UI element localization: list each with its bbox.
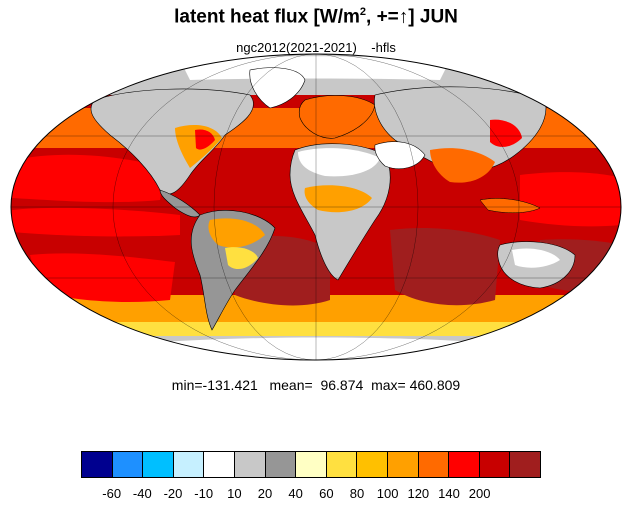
legend-tick-label: 20 [257,486,273,501]
legend-swatch [173,452,205,477]
legend-tick-label: 120 [407,486,430,501]
central-america-land [159,189,201,218]
legend-swatch [479,452,511,477]
legend-tick-label: 200 [468,486,491,501]
north-america-red [195,129,215,150]
legend-tick-label: 40 [288,486,303,501]
color-legend [81,451,541,478]
legend-swatch [387,452,419,477]
legend-swatch [326,452,358,477]
indonesia-land [479,198,541,213]
central-africa-orange [304,185,372,213]
brazil-yellow [225,247,258,270]
legend-tick-label: 80 [349,486,365,501]
arctic-white [180,56,450,80]
legend-tick-label: 140 [438,486,460,501]
legend-tick-label: -20 [163,486,183,501]
tropical-band-red [12,207,180,237]
globe-outline [10,53,622,361]
legend-swatch [510,452,540,477]
max-value: max= 460.809 [371,377,461,393]
legend-tick-label: -60 [102,486,122,501]
legend-swatch [82,452,113,477]
legend-swatch [112,452,144,477]
run-label: ngc2012(2021-2021) [236,40,357,55]
south-pacific-red [30,253,175,303]
middle-east-white [374,141,426,169]
sahara-white [298,148,380,177]
legend-tick-label: -10 [194,486,214,501]
north-america-land [90,88,254,195]
graticule [11,54,621,360]
legend-tick-label: 60 [319,486,334,501]
east-pacific-red [520,172,621,227]
field-statistics: min=-131.421 mean= 96.874 max= 460.809 [0,377,632,393]
legend-swatch [204,452,235,477]
east-asia-red [490,119,522,147]
legend-swatch [418,452,450,477]
australia-white [512,248,560,268]
legend-tick-label: 10 [227,486,242,501]
south-asia-orange [430,148,495,183]
amazon-orange [208,218,265,248]
antarctica-white [120,337,520,360]
legend-tick-label: 100 [376,486,399,501]
europe-land [298,95,376,139]
map-title: latent heat flux [W/m2, +=↑] JUN [174,6,458,28]
mean-value: mean= 96.874 [269,377,364,393]
min-value: min=-131.421 [171,377,258,393]
variable-label: -hfls [371,40,396,55]
legend-swatch [265,452,297,477]
legend-swatch [234,452,266,477]
indian-ocean-dark [390,228,500,306]
legend-tick-label: -40 [132,486,152,501]
greenland-land [249,67,306,109]
north-pacific-red [12,154,165,203]
legend-swatch [449,452,480,477]
legend-tick-labels: -60 -40 -20 -10 10 20 40 60 80 100 120 140 200 [81,486,541,504]
legend-swatch [357,452,388,477]
legend-swatch [143,452,174,477]
legend-swatch [296,452,327,477]
map-subtitle: ngc2012(2021-2021) -hfls [0,40,632,55]
